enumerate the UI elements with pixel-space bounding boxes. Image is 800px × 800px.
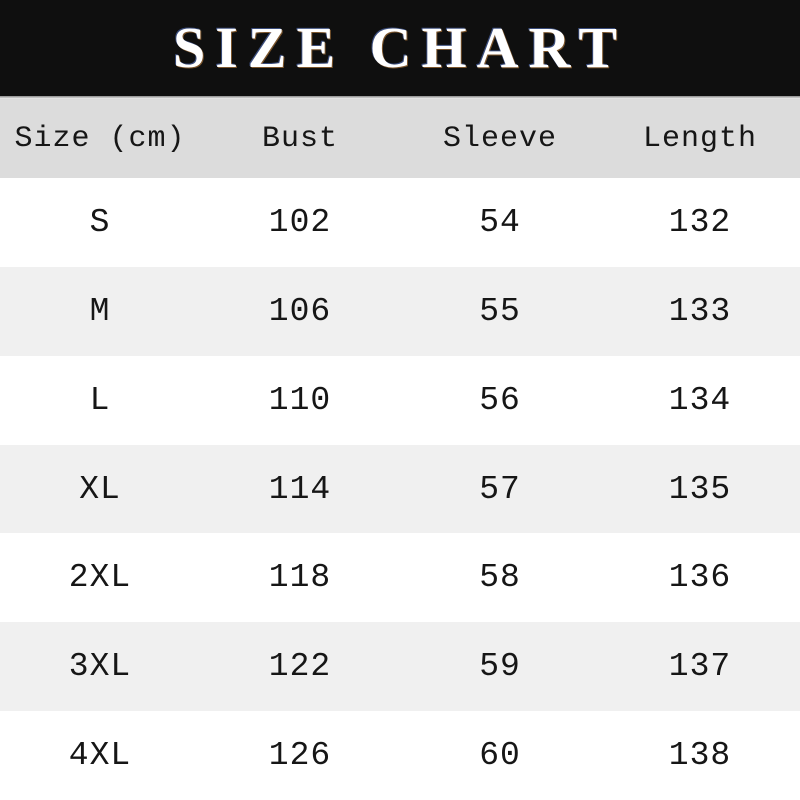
cell-bust: 102 [268, 203, 332, 241]
cell-bust: 118 [268, 559, 332, 597]
cell-bust: 110 [268, 381, 332, 419]
cell-bust: 126 [268, 737, 332, 775]
cell-size: XL [79, 470, 121, 508]
cell-length: 135 [668, 470, 732, 508]
table-row-l: L 110 56 134 [0, 355, 800, 445]
table-row-s: S 102 54 132 [0, 178, 800, 267]
size-table: Size (cm) Bust Sleeve Length S 102 54 13… [0, 99, 800, 800]
table-header-row: Size (cm) Bust Sleeve Length [0, 99, 800, 178]
cell-sleeve: 59 [479, 648, 521, 686]
column-header-sleeve: Sleeve [442, 121, 558, 156]
cell-size: S [89, 203, 111, 241]
cell-length: 134 [668, 381, 732, 419]
page-title: SIZE CHART [172, 15, 628, 80]
cell-length: 132 [668, 203, 732, 241]
cell-size: M [89, 292, 111, 330]
cell-size: 3XL [68, 648, 132, 686]
cell-sleeve: 57 [479, 470, 521, 508]
column-header-length: Length [642, 121, 758, 156]
cell-bust: 122 [268, 648, 332, 686]
cell-sleeve: 60 [479, 737, 521, 775]
cell-size: 2XL [68, 559, 132, 597]
cell-size: L [89, 381, 111, 419]
column-header-bust: Bust [261, 121, 338, 156]
table-row-3xl: 3XL 122 59 137 [0, 622, 800, 712]
cell-length: 138 [668, 737, 732, 775]
title-banner: SIZE CHART [0, 0, 800, 96]
cell-size: 4XL [68, 737, 132, 775]
cell-sleeve: 54 [479, 203, 521, 241]
column-header-size: Size (cm) [14, 121, 186, 156]
cell-bust: 114 [268, 470, 332, 508]
cell-length: 136 [668, 559, 732, 597]
cell-sleeve: 56 [479, 381, 521, 419]
table-row-2xl: 2XL 118 58 136 [0, 533, 800, 623]
table-row-xl: XL 114 57 135 [0, 444, 800, 534]
cell-length: 133 [668, 292, 732, 330]
cell-sleeve: 55 [479, 292, 521, 330]
table-row-m: M 106 55 133 [0, 266, 800, 356]
table-row-4xl: 4XL 126 60 138 [0, 711, 800, 800]
cell-bust: 106 [268, 292, 332, 330]
cell-length: 137 [668, 648, 732, 686]
cell-sleeve: 58 [479, 559, 521, 597]
banner-divider [0, 96, 800, 99]
